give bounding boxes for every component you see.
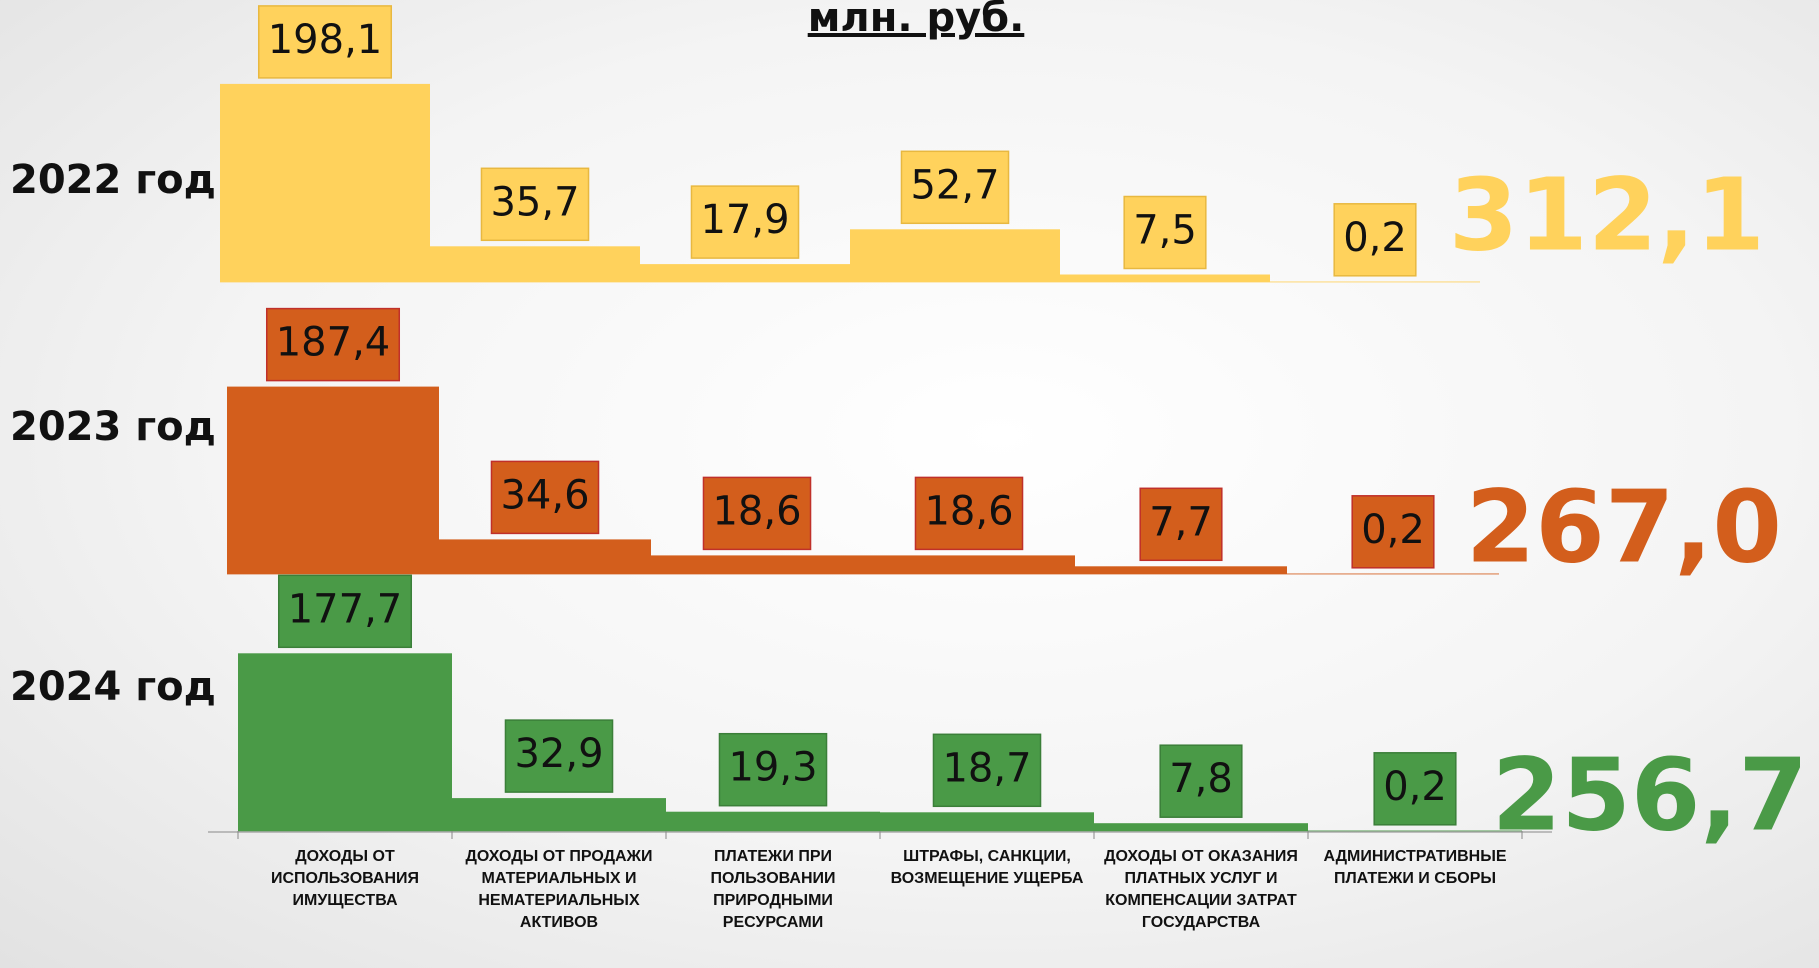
- value-label: 0,2: [1383, 764, 1447, 810]
- value-label-box: [277, 574, 413, 649]
- value-label-box: [490, 460, 600, 535]
- value-label-box: [1351, 495, 1435, 569]
- value-label-box: [1373, 752, 1457, 826]
- bar: [863, 555, 1075, 574]
- value-label-box: [702, 476, 812, 551]
- value-label: 198,1: [268, 17, 383, 63]
- value-label-box: [504, 719, 614, 793]
- bar: [1075, 566, 1287, 574]
- value-label-box: [690, 185, 800, 259]
- x-tick-label: ШТРАФЫ, САНКЦИИ, ВОЗМЕЩЕНИЕ УЩЕРБА: [890, 848, 1084, 887]
- value-label-box: [1159, 744, 1243, 818]
- value-label: 32,9: [514, 731, 603, 777]
- bar: [666, 811, 880, 831]
- value-label-box: [718, 732, 828, 807]
- total: 267,0: [1466, 468, 1782, 585]
- value-label-box: [257, 5, 393, 79]
- x-tick-label: ДОХОДЫ ОТ ПРОДАЖИ МАТЕРИАЛЬНЫХ И НЕМАТЕР…: [465, 848, 653, 931]
- value-label: 34,6: [500, 472, 589, 518]
- value-label: 17,9: [700, 197, 789, 243]
- value-label: 18,6: [712, 488, 801, 534]
- value-label-box: [914, 476, 1024, 551]
- value-label: 35,7: [490, 179, 579, 225]
- value-label: 0,2: [1361, 507, 1425, 553]
- total: 256,7: [1492, 736, 1808, 853]
- bar: [227, 386, 439, 574]
- bar: [430, 246, 640, 282]
- value-label: 7,7: [1149, 499, 1213, 545]
- value-label: 0,2: [1343, 215, 1407, 261]
- value-label: 18,6: [924, 488, 1013, 534]
- series-name: 2022 год: [10, 157, 216, 203]
- value-label: 177,7: [288, 586, 403, 632]
- bar: [1094, 823, 1308, 831]
- x-tick-label: ПЛАТЕЖИ ПРИ ПОЛЬЗОВАНИИ ПРИРОДНЫМИ РЕСУР…: [710, 848, 836, 931]
- value-label-box: [932, 733, 1042, 808]
- bar: [220, 83, 430, 283]
- value-label-box: [1123, 195, 1207, 270]
- bar: [452, 798, 666, 831]
- value-label-box: [900, 150, 1010, 225]
- value-label-box: [480, 167, 590, 242]
- x-tick-label: АДМИНИСТРАТИВНЫЕ ПЛАТЕЖИ И СБОРЫ: [1323, 848, 1507, 887]
- value-label: 7,8: [1169, 756, 1233, 802]
- chart-title: млн. руб.: [808, 0, 1025, 41]
- bar: [651, 555, 863, 574]
- bar: [880, 812, 1094, 831]
- bar: [238, 653, 452, 831]
- value-label-box: [1139, 487, 1223, 562]
- value-label: 19,3: [728, 745, 817, 791]
- value-label-box: [1333, 203, 1417, 277]
- value-label: 7,5: [1133, 208, 1197, 254]
- value-label: 18,7: [942, 745, 1031, 791]
- total: 312,1: [1449, 156, 1765, 273]
- value-label: 52,7: [910, 162, 999, 208]
- series-name: 2024 год: [10, 664, 216, 710]
- value-label-box: [265, 307, 401, 382]
- bar: [850, 229, 1060, 282]
- bar: [640, 264, 850, 282]
- value-label: 187,4: [276, 320, 391, 366]
- series-name: 2023 год: [10, 404, 216, 450]
- bar: [439, 539, 651, 574]
- x-tick-label: ДОХОДЫ ОТ ИСПОЛЬЗОВАНИЯ ИМУЩЕСТВА: [270, 848, 420, 909]
- x-tick-label: ДОХОДЫ ОТ ОКАЗАНИЯ ПЛАТНЫХ УСЛУГ И КОМПЕ…: [1104, 848, 1298, 931]
- bar: [1060, 274, 1270, 282]
